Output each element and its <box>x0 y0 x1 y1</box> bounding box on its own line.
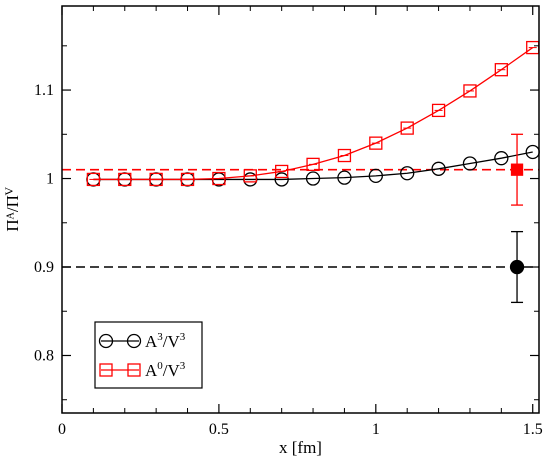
square-marker <box>431 103 446 118</box>
x-tick-label: 0 <box>58 421 66 438</box>
square-marker <box>127 363 141 377</box>
y-axis-ticks: 0.8 0.9 1 1.1 <box>34 45 539 401</box>
x-tick-label: 0.5 <box>209 421 229 438</box>
square-marker <box>212 171 226 186</box>
square-marker <box>180 172 195 187</box>
square-marker <box>275 164 289 179</box>
filled-square-marker <box>510 163 524 176</box>
legend-box <box>94 321 203 389</box>
circle-marker <box>368 168 383 184</box>
circle-marker <box>305 171 321 186</box>
circle-marker <box>400 166 415 181</box>
y-tick-label: 1.1 <box>34 82 54 99</box>
x-axis-ticks: 0 0.5 1 1.5 <box>58 6 543 438</box>
square-marker <box>149 172 163 187</box>
square-marker <box>463 84 477 98</box>
x-tick-label: 1.5 <box>523 421 543 438</box>
square-marker <box>337 148 352 163</box>
legend-label: A0/V3 <box>145 360 186 380</box>
y-tick-label: 0.8 <box>34 347 54 364</box>
square-marker <box>306 157 320 172</box>
square-marker <box>494 63 508 77</box>
series-line-circle <box>93 151 533 181</box>
square-marker <box>118 172 132 187</box>
square-marker <box>99 363 113 377</box>
x-axis-label: x [fm] <box>279 438 322 457</box>
series-line-square <box>93 47 534 181</box>
circle-marker <box>98 333 114 349</box>
x-tick-label: 1 <box>372 421 380 438</box>
circle-marker <box>462 156 478 171</box>
legend: A3/V3 A0/V3 <box>94 321 203 389</box>
circle-marker <box>494 151 509 166</box>
error-points <box>509 133 525 304</box>
plot-frame <box>61 5 540 414</box>
y-tick-label: 1 <box>46 171 54 188</box>
square-marker <box>369 136 383 150</box>
reference-lines <box>62 168 539 268</box>
filled-circle-marker <box>509 259 525 275</box>
y-tick-label: 0.9 <box>34 259 54 276</box>
circle-marker <box>431 161 446 176</box>
series-layer <box>86 40 540 187</box>
y-axis-label: Πᴬ/Πⱽ <box>3 187 22 231</box>
square-marker <box>243 169 257 183</box>
circle-marker <box>126 333 142 349</box>
legend-label: A3/V3 <box>145 331 186 351</box>
circle-marker <box>337 170 352 185</box>
square-marker <box>400 121 414 135</box>
square-marker <box>86 172 101 187</box>
circle-marker <box>274 172 289 187</box>
